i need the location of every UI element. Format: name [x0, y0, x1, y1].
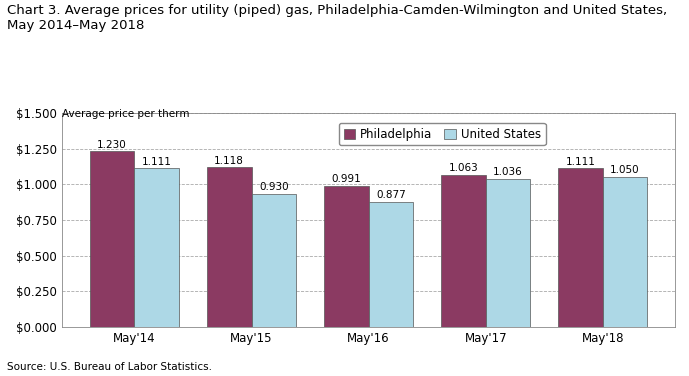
Bar: [207, 167, 251, 327]
Bar: [441, 175, 486, 327]
Text: Chart 3. Average prices for utility (piped) gas, Philadelphia-Camden-Wilmington : Chart 3. Average prices for utility (pip…: [7, 4, 667, 32]
Bar: [324, 185, 369, 327]
Text: 1.050: 1.050: [610, 165, 640, 175]
Bar: [369, 202, 413, 327]
Bar: [558, 168, 603, 327]
Text: Average price per therm: Average price per therm: [62, 109, 189, 119]
Text: 1.118: 1.118: [214, 156, 244, 165]
Text: 1.036: 1.036: [493, 167, 523, 177]
Text: 0.991: 0.991: [331, 174, 361, 183]
Bar: [486, 179, 531, 327]
Text: 1.111: 1.111: [566, 156, 595, 167]
Bar: [134, 168, 179, 327]
Text: 1.063: 1.063: [449, 164, 478, 173]
Text: Source: U.S. Bureau of Labor Statistics.: Source: U.S. Bureau of Labor Statistics.: [7, 362, 212, 372]
Text: 0.930: 0.930: [259, 182, 289, 193]
Bar: [603, 177, 648, 327]
Legend: Philadelphia, United States: Philadelphia, United States: [339, 123, 546, 146]
Text: 1.230: 1.230: [97, 139, 127, 150]
Bar: [90, 152, 134, 327]
Text: 1.111: 1.111: [142, 156, 172, 167]
Bar: [251, 194, 296, 327]
Text: 0.877: 0.877: [376, 190, 406, 200]
